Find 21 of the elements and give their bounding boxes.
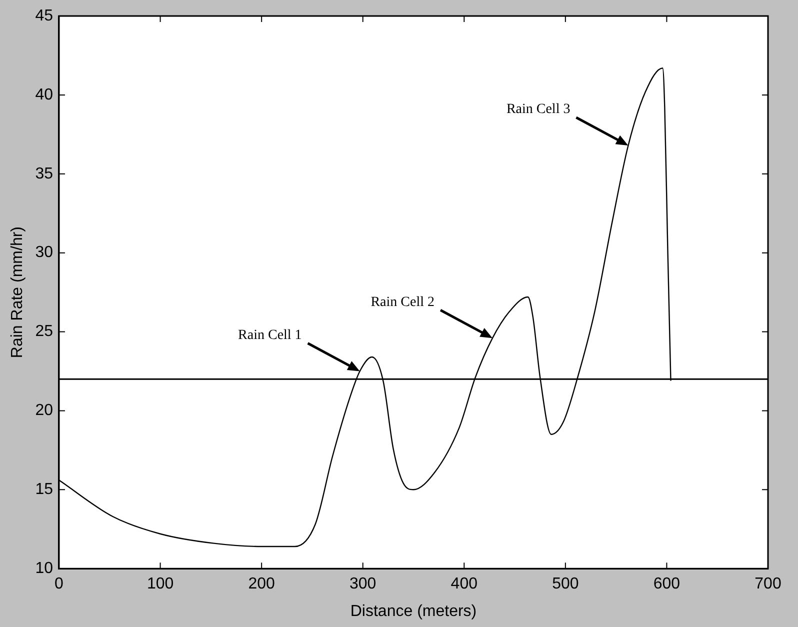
- y-tick-label: 25: [35, 323, 54, 340]
- x-tick-label: 500: [552, 576, 579, 593]
- x-tick-label: 0: [54, 576, 64, 593]
- y-tick-label: 45: [35, 7, 54, 24]
- y-tick-label: 20: [35, 402, 54, 420]
- x-tick-label: 400: [450, 576, 478, 593]
- annotation: Rain Cell 3: [506, 102, 570, 118]
- x-tick-label: 100: [146, 576, 174, 593]
- annotation: Rain Cell 2: [370, 294, 434, 310]
- x-tick-label: 600: [653, 576, 680, 593]
- x-axis-title: Distance (meters): [350, 602, 477, 620]
- x-tick-label: 700: [754, 576, 782, 593]
- x-tick-label: 300: [350, 576, 376, 593]
- y-axis-title: Rain Rate (mm/hr): [9, 226, 26, 358]
- y-tick-label: 35: [35, 165, 54, 182]
- y-tick-label: 10: [35, 560, 54, 578]
- x-tick-label: 200: [248, 576, 276, 593]
- y-tick-label: 15: [35, 481, 54, 498]
- y-tick-label: 30: [35, 244, 54, 262]
- annotation: Rain Cell 1: [238, 328, 302, 343]
- y-tick-label: 40: [35, 86, 54, 104]
